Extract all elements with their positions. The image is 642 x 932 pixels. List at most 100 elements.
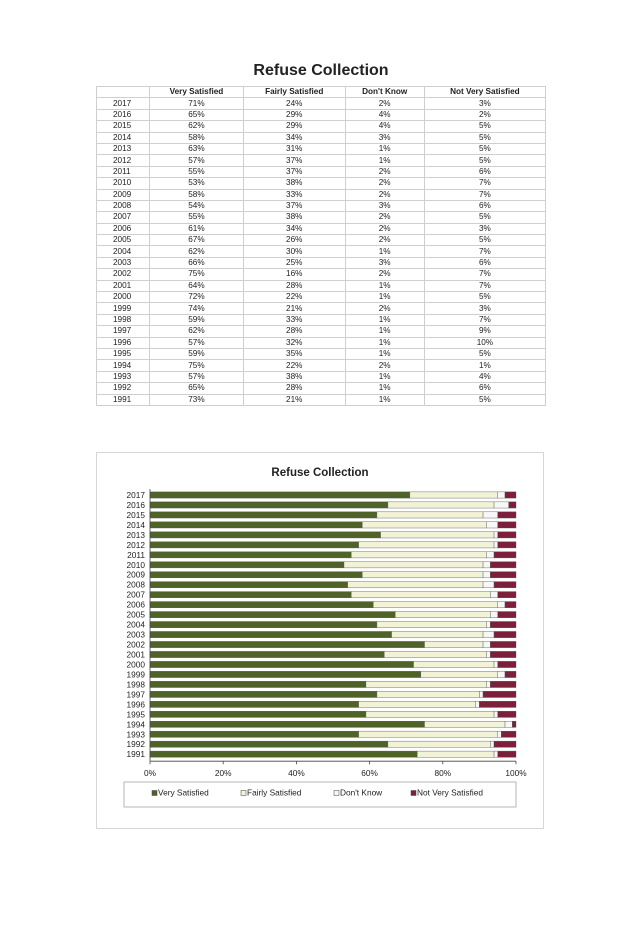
bar-segment [490, 681, 517, 688]
table-row: 1999 74% 21% 2% 3% [96, 302, 547, 315]
table-cell-year: 2015 [96, 120, 150, 133]
table-cell: 5% [423, 131, 547, 144]
bar-segment [490, 641, 517, 648]
bar-segment [493, 531, 498, 539]
bar-segment [486, 651, 491, 658]
table-cell-year: 1999 [96, 302, 150, 315]
table-cell: 53% [149, 177, 244, 190]
table-cell: 5% [423, 234, 547, 247]
table-cell: 21% [242, 393, 346, 406]
bar-segment [424, 641, 484, 648]
bar-segment [482, 641, 491, 648]
table-cell: 22% [242, 359, 346, 372]
table-cell: 38% [242, 370, 346, 384]
bar-segment [493, 750, 498, 758]
bar-segment [149, 621, 378, 628]
table-cell-year: 2013 [96, 142, 150, 156]
bar-segment [373, 601, 498, 608]
table-cell: 21% [242, 302, 346, 315]
bar-segment [497, 521, 517, 529]
legend-box [123, 781, 517, 808]
table-column-header: Don't Know [344, 85, 425, 99]
bar-segment [149, 740, 389, 748]
table-cell: 74% [149, 302, 244, 315]
bar-segment [497, 730, 502, 738]
y-tick-label: 1991 [127, 749, 146, 759]
y-tick-label: 2016 [127, 500, 146, 510]
y-tick-label: 2013 [127, 530, 146, 540]
table-cell: 67% [149, 234, 244, 247]
table-cell: 1% [344, 154, 425, 167]
y-tick-label: 2001 [127, 650, 146, 660]
bar-segment [512, 720, 517, 728]
table-cell: 71% [149, 97, 244, 110]
bar-segment [149, 491, 411, 499]
table-row: 1995 59% 35% 1% 5% [96, 347, 547, 361]
table-row: 2010 53% 38% 2% 7% [96, 177, 547, 190]
table-cell: 2% [344, 188, 425, 201]
bar-segment [482, 511, 498, 519]
table-cell: 2% [423, 108, 547, 122]
table-row: 1991 73% 21% 1% 5% [96, 393, 547, 406]
bar-segment [497, 601, 506, 608]
bar-segment [493, 661, 498, 668]
table-row: 1993 57% 38% 1% 4% [96, 370, 547, 384]
x-tick-label: 60% [361, 768, 378, 778]
bar-segment [497, 671, 506, 678]
table-cell: 55% [149, 165, 244, 179]
bar-segment [387, 501, 495, 509]
table-cell: 37% [242, 199, 346, 213]
bar-segment [482, 571, 491, 579]
y-tick-label: 2015 [127, 510, 146, 520]
bar-segment [504, 671, 517, 678]
table-cell: 24% [242, 97, 346, 110]
y-tick-label: 2007 [127, 590, 146, 600]
table-cell: 65% [149, 108, 244, 122]
stacked-bar-chart: Refuse Collection20172016201520142013201… [123, 467, 527, 808]
bar-segment [362, 521, 487, 529]
table-cell: 54% [149, 199, 244, 213]
bar-segment [424, 720, 506, 728]
table-cell: 7% [423, 279, 547, 293]
bar-segment [384, 651, 487, 658]
bar-segment [490, 571, 517, 579]
table-cell: 34% [242, 222, 346, 236]
bar-segment [482, 581, 495, 589]
bar-segment [486, 621, 491, 628]
table-header: Very Satisfied Fairly Satisfied Don't Know… [96, 85, 547, 99]
bar-segment [482, 631, 495, 638]
table-cell: 22% [242, 291, 346, 304]
table-cell: 3% [423, 302, 547, 315]
table-cell: 28% [242, 325, 346, 338]
bar-segment [504, 720, 513, 728]
x-tick-label: 20% [215, 768, 232, 778]
bar-segment [343, 561, 484, 569]
legend-swatch [333, 790, 340, 796]
bar-segment [475, 701, 480, 708]
bar-segment [497, 591, 517, 598]
table-row: 2003 66% 25% 3% 6% [96, 256, 547, 270]
bar-segment [490, 561, 517, 569]
table-cell-year: 2007 [96, 211, 150, 224]
table-cell-year: 2016 [96, 108, 150, 122]
table-cell: 63% [149, 142, 244, 156]
table-cell-year: 1994 [96, 359, 150, 372]
table-cell-year: 2000 [96, 291, 150, 304]
table-cell: 28% [242, 279, 346, 293]
table-row: 2016 65% 29% 4% 2% [96, 108, 547, 122]
bar-segment [391, 631, 484, 638]
bar-segment [347, 581, 484, 589]
table-cell: 33% [242, 188, 346, 201]
table-cell: 5% [423, 142, 547, 156]
table-cell-year: 2001 [96, 279, 150, 293]
table-cell: 31% [242, 142, 346, 156]
table-cell: 59% [149, 347, 244, 361]
table-cell: 2% [344, 165, 425, 179]
table-cell: 62% [149, 245, 244, 258]
bar-segment [365, 711, 495, 718]
bar-segment [482, 691, 517, 698]
table-cell: 75% [149, 359, 244, 372]
table-cell: 57% [149, 154, 244, 167]
bar-segment [497, 611, 517, 618]
y-tick-label: 1998 [127, 679, 146, 689]
